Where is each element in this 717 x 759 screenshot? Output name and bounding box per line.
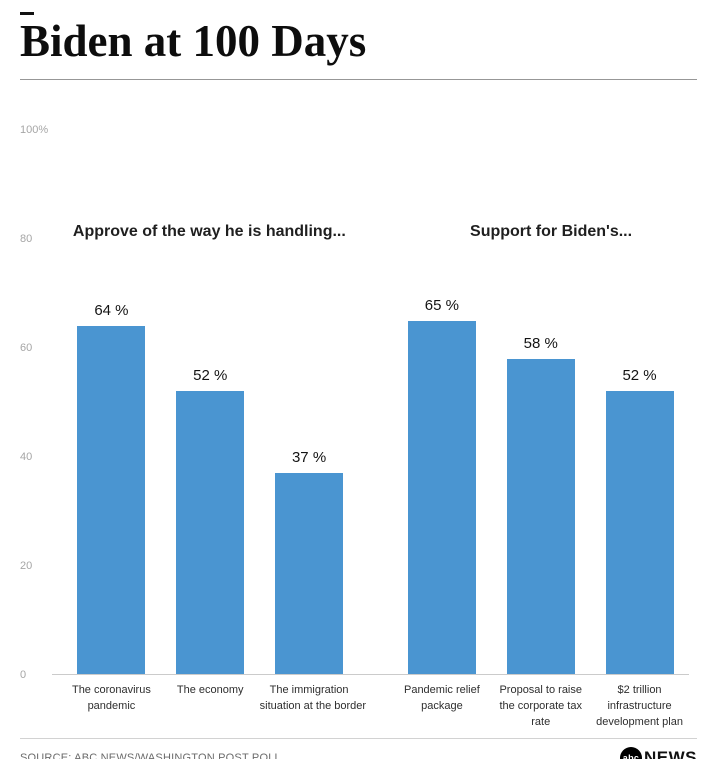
bar-3: [275, 473, 344, 675]
bar-value-label: 52 %: [622, 367, 657, 385]
bar-cell-4: 65 %: [392, 130, 491, 675]
bar-value-label: 52 %: [193, 367, 228, 385]
page-title: Biden at 100 Days: [20, 16, 367, 66]
category-label-4: Pandemic relief package: [392, 683, 491, 731]
category-label-line: The immigration: [269, 683, 349, 696]
bar-cell-6: 52 %: [590, 130, 689, 675]
bar-value-label: 58 %: [523, 334, 558, 352]
bar-4: [407, 320, 476, 675]
y-tick-label: 60: [20, 341, 33, 354]
bar-cell-2: 52 %: [161, 130, 260, 675]
category-label-2: The economy: [161, 683, 260, 731]
category-label-5: Proposal to raise the corporate tax rate: [491, 683, 590, 731]
category-label-3: The immigration situation at the border: [259, 683, 367, 731]
category-labels-row: The coronavirus pandemic The economy The im…: [62, 683, 689, 731]
y-tick-label: 20: [20, 559, 33, 572]
bar-5: [506, 358, 575, 675]
abc-logo-icon: abc: [620, 746, 642, 759]
bar-value-label: 37 %: [291, 449, 327, 467]
category-label-line: the corporate tax: [499, 699, 582, 712]
y-tick-label: 40: [20, 450, 33, 463]
category-label-line: situation at the border: [259, 699, 367, 712]
category-label-line: development plan: [596, 715, 683, 728]
bar-cell-1: 64 %: [62, 130, 161, 675]
header: Biden at 100 Days: [20, 18, 697, 80]
abc-news-logo: abc NEWS: [620, 746, 697, 759]
category-label-line: Proposal to raise: [499, 683, 582, 696]
category-label-6: $2 trillion infrastructure development pla…: [590, 683, 689, 731]
group-spacer: [358, 683, 392, 731]
category-label-line: The economy: [176, 683, 244, 696]
bars-container: 64 % 52 % 37 % 65 % 58 % 52 %: [62, 130, 689, 675]
bar-2: [176, 391, 245, 675]
category-label-1: The coronavirus pandemic: [62, 683, 161, 731]
bar-cell-3: 37 %: [260, 130, 359, 675]
category-label-line: Pandemic relief: [403, 683, 480, 696]
y-axis: 0 20 40 60 80 100%: [20, 124, 56, 681]
plot-area: Approve of the way he is handling... Sup…: [52, 130, 689, 675]
footer: SOURCE: ABC NEWS/WASHINGTON POST POLL ab…: [20, 739, 697, 759]
title-divider: [20, 78, 697, 80]
bar-1: [77, 326, 146, 675]
bar-6: [605, 391, 674, 675]
category-label-line: The coronavirus: [71, 683, 151, 696]
footer-divider: [20, 737, 697, 739]
y-tick-label: 100%: [20, 123, 49, 136]
top-accent-dash: [20, 12, 34, 15]
y-tick-label: 0: [20, 668, 27, 681]
news-wordmark: NEWS: [644, 747, 697, 759]
y-tick-label: 80: [20, 232, 33, 245]
bar-chart: 0 20 40 60 80 100% Approve of the way he is h…: [20, 124, 697, 681]
group-annotation-support: Support for Biden's...: [470, 222, 633, 240]
source-credit: SOURCE: ABC NEWS/WASHINGTON POST POLL: [20, 751, 281, 759]
category-label-line: rate: [531, 715, 551, 728]
category-label-line: pandemic: [87, 699, 136, 712]
category-label-line: package: [421, 699, 463, 712]
group-spacer: [358, 130, 392, 675]
bar-cell-5: 58 %: [491, 130, 590, 675]
x-axis-baseline: [52, 673, 689, 675]
category-label-line: infrastructure: [607, 699, 672, 712]
group-annotation-approve: Approve of the way he is handling...: [72, 222, 346, 240]
category-label-line: $2 trillion: [617, 683, 662, 696]
bar-value-label: 64 %: [94, 302, 129, 319]
bar-value-label: 65 %: [424, 296, 459, 314]
